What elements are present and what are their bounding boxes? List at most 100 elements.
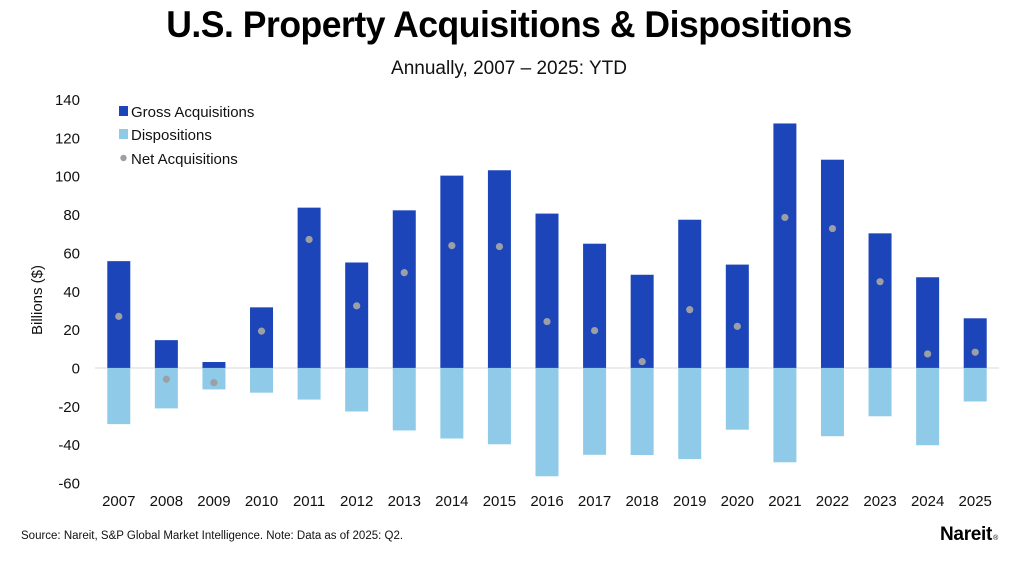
x-tick-label: 2007 <box>102 493 135 510</box>
bar-gross-acquisitions <box>678 219 702 368</box>
x-tick-label: 2008 <box>150 493 183 510</box>
registered-mark: ® <box>993 535 998 542</box>
y-tick-label: -40 <box>58 437 80 454</box>
bar-dispositions <box>583 367 607 455</box>
bar-gross-acquisitions <box>345 262 369 368</box>
bar-dispositions <box>392 367 416 431</box>
x-tick-label: 2013 <box>388 493 421 510</box>
bar-dispositions <box>916 367 940 446</box>
point-net-acquisitions <box>257 327 266 335</box>
y-tick-label: -20 <box>58 399 80 416</box>
x-tick-label: 2019 <box>673 493 706 510</box>
bar-dispositions <box>773 367 797 463</box>
x-tick-label: 2010 <box>245 493 278 510</box>
point-net-acquisitions <box>495 242 504 251</box>
x-tick-label: 2012 <box>340 493 373 510</box>
y-tick-label: -60 <box>58 476 80 493</box>
bar-gross-acquisitions <box>963 318 987 368</box>
y-tick-label: 40 <box>63 284 80 301</box>
point-net-acquisitions <box>638 358 646 366</box>
point-net-acquisitions <box>781 213 789 222</box>
bar-dispositions <box>345 367 369 412</box>
bar-dispositions <box>725 367 749 430</box>
bar-dispositions <box>440 367 464 439</box>
legend-swatch-dispositions <box>119 129 128 139</box>
bar-gross-acquisitions <box>630 274 654 368</box>
point-net-acquisitions <box>448 242 456 250</box>
nareit-logo: Nareit® <box>940 524 998 546</box>
x-tick-label: 2014 <box>435 493 468 510</box>
gross-acquisitions-bars <box>107 123 987 368</box>
point-net-acquisitions <box>971 348 979 356</box>
legend-swatch-net-acquisitions <box>120 154 127 162</box>
bar-dispositions <box>297 367 321 400</box>
bar-gross-acquisitions <box>725 264 749 368</box>
bar-gross-acquisitions <box>250 307 274 368</box>
x-tick-label: 2021 <box>768 493 801 510</box>
y-tick-label: 80 <box>63 207 80 224</box>
bar-gross-acquisitions <box>154 340 178 368</box>
bar-dispositions <box>820 367 844 437</box>
x-tick-label: 2009 <box>197 493 230 510</box>
bar-gross-acquisitions <box>297 207 321 368</box>
bar-dispositions <box>535 367 559 477</box>
x-tick-label: 2011 <box>293 493 325 510</box>
point-net-acquisitions <box>733 322 741 330</box>
bar-gross-acquisitions <box>583 243 607 368</box>
bar-dispositions <box>868 367 892 417</box>
point-net-acquisitions <box>210 379 218 387</box>
point-net-acquisitions <box>305 235 313 244</box>
point-net-acquisitions <box>590 326 599 335</box>
point-net-acquisitions <box>828 224 837 233</box>
y-tick-label: 0 <box>72 360 80 377</box>
logo-text: Nareit <box>940 524 993 545</box>
legend-label-gross-acquisitions: Gross Acquisitions <box>131 104 254 121</box>
point-net-acquisitions <box>876 278 884 286</box>
chart-title: U.S. Property Acquisitions & Disposition… <box>166 4 852 45</box>
bar-dispositions <box>154 367 178 409</box>
point-net-acquisitions <box>543 317 551 326</box>
y-tick-label: 120 <box>55 130 80 147</box>
x-tick-label: 2017 <box>578 493 611 510</box>
y-tick-label: 20 <box>63 322 80 339</box>
x-axis-ticks: 2007 2008 2009 2010 2011 2012 2013 2014 2015 2016… <box>102 493 992 510</box>
chart-subtitle: Annually, 2007 – 2025: YTD <box>391 58 627 79</box>
y-axis-ticks: 140 120 100 80 60 40 20 0 -20 -40 -60 <box>55 92 80 493</box>
point-net-acquisitions <box>686 306 694 314</box>
bar-gross-acquisitions <box>392 210 416 368</box>
bar-gross-acquisitions <box>487 170 511 368</box>
x-tick-label: 2025 <box>959 493 992 510</box>
legend-swatch-gross-acquisitions <box>119 106 128 116</box>
legend: Gross Acquisitions Dispositions Net Acqu… <box>119 104 254 168</box>
y-axis-label: Billions ($) <box>29 265 46 335</box>
net-acquisitions-points <box>115 213 979 387</box>
legend-label-net-acquisitions: Net Acquisitions <box>131 151 238 168</box>
bar-dispositions <box>202 367 226 390</box>
x-tick-label: 2024 <box>911 493 944 510</box>
x-tick-label: 2015 <box>483 493 516 510</box>
bar-gross-acquisitions <box>820 159 844 368</box>
x-tick-label: 2022 <box>816 493 849 510</box>
point-net-acquisitions <box>115 312 123 320</box>
bar-gross-acquisitions <box>202 362 226 368</box>
source-note: Source: Nareit, S&P Global Market Intell… <box>21 530 404 542</box>
x-tick-label: 2020 <box>721 493 754 510</box>
point-net-acquisitions <box>162 375 170 383</box>
y-tick-label: 100 <box>55 169 80 186</box>
bar-gross-acquisitions <box>773 123 797 368</box>
bar-dispositions <box>630 367 654 456</box>
bar-dispositions <box>107 367 131 425</box>
y-tick-label: 60 <box>63 245 80 262</box>
bar-gross-acquisitions <box>916 277 940 368</box>
legend-label-dispositions: Dispositions <box>131 127 212 144</box>
bar-gross-acquisitions <box>868 233 892 368</box>
x-tick-label: 2023 <box>863 493 896 510</box>
bar-dispositions <box>250 367 274 393</box>
dispositions-bars <box>107 367 987 477</box>
bar-dispositions <box>678 367 702 460</box>
bar-dispositions <box>963 367 987 402</box>
y-axis-label-group: Billions ($) <box>29 265 46 335</box>
point-net-acquisitions <box>400 269 408 277</box>
bar-gross-acquisitions <box>535 213 559 368</box>
